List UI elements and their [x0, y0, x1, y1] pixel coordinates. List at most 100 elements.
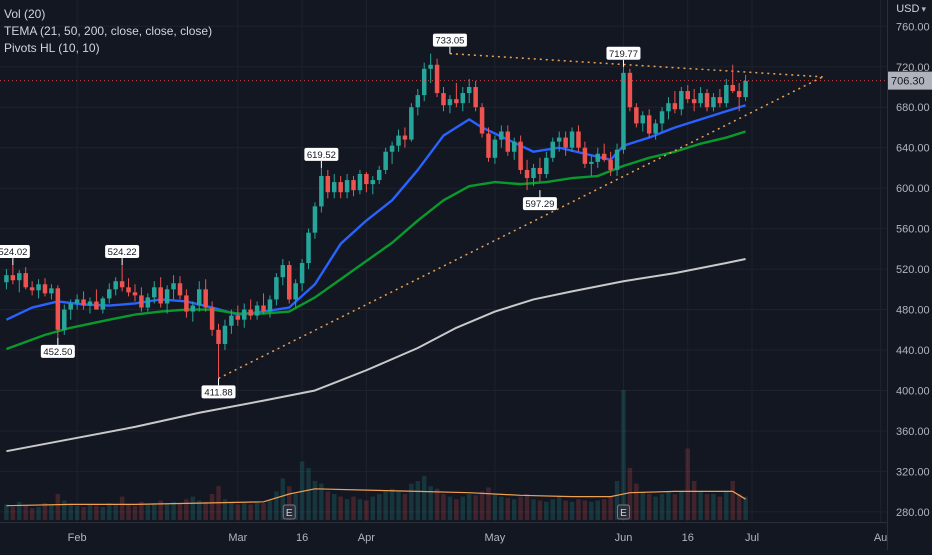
candle-body: [152, 287, 157, 298]
volume-bar: [306, 468, 311, 520]
candle-body: [505, 131, 511, 152]
volume-bar: [267, 500, 273, 520]
candle: [428, 53, 433, 83]
volume-bar: [402, 494, 408, 520]
y-tick-label: 760.00: [896, 21, 930, 33]
x-tick-label: Feb: [68, 532, 87, 544]
volume-bar: [627, 468, 633, 520]
y-tick-label: 560.00: [896, 224, 930, 236]
candle-body: [94, 301, 99, 310]
candle: [126, 278, 131, 297]
candle-body: [724, 84, 729, 104]
earnings-marker-label: E: [286, 508, 293, 519]
pivot-label-text: 619.52: [307, 150, 336, 161]
candle: [389, 141, 395, 164]
volume-bar: [556, 496, 562, 520]
earnings-marker: E: [616, 504, 630, 520]
candle-body: [10, 275, 16, 281]
candle-body: [171, 283, 176, 290]
y-tick-label: 720.00: [896, 62, 930, 74]
pivot-label: 597.29: [522, 190, 557, 211]
volume-bar: [177, 503, 183, 520]
legend-pivots[interactable]: Pivots HL (10, 10): [4, 41, 100, 55]
legend-tema[interactable]: TEMA (21, 50, 200, close, close, close): [4, 24, 213, 38]
candle-body: [203, 289, 208, 308]
volume-bar: [23, 505, 28, 520]
candle-body: [736, 91, 742, 98]
candle-body: [685, 91, 690, 100]
candle-body: [113, 281, 118, 290]
volume-bar: [704, 494, 710, 520]
candle-body: [293, 283, 298, 300]
candle-body: [177, 283, 183, 296]
volume-bar: [434, 488, 440, 520]
candle: [544, 151, 549, 179]
volume-bar: [582, 500, 588, 520]
candle: [312, 202, 318, 239]
candle-body: [646, 115, 652, 134]
last-price-label: 706.30: [891, 76, 925, 88]
candle: [492, 135, 498, 164]
candle-body: [119, 281, 125, 288]
candle: [36, 279, 41, 299]
y-tick-label: 440.00: [896, 345, 930, 357]
candle-body: [338, 182, 343, 193]
candle-body: [23, 273, 28, 288]
candle-body: [479, 107, 485, 134]
candle-body: [653, 123, 658, 134]
volume-bar: [319, 483, 324, 520]
volume-bar: [563, 500, 568, 520]
volume-bar: [100, 507, 106, 520]
trendline-lower: [218, 76, 824, 380]
candle-body: [209, 307, 215, 330]
candle-body: [601, 153, 607, 160]
candle: [634, 103, 639, 128]
candle-body: [428, 64, 433, 69]
candle-body: [216, 329, 221, 344]
volume-bar: [544, 501, 549, 520]
candle-body: [409, 107, 414, 140]
volume-bar: [743, 496, 748, 520]
candle: [537, 157, 543, 183]
candle: [100, 296, 106, 314]
pivot-label: 524.22: [105, 245, 140, 266]
candle: [550, 137, 556, 162]
pivot-label-text: 719.77: [609, 49, 638, 60]
candle: [190, 301, 196, 322]
candle: [42, 278, 48, 297]
candle: [152, 281, 157, 304]
candle-body: [511, 141, 517, 152]
candle: [139, 287, 144, 312]
candle: [511, 137, 517, 160]
volume-bar: [640, 491, 646, 520]
pivot-label-box: [105, 245, 140, 259]
pivot-label-box: [201, 385, 236, 399]
candle: [319, 167, 324, 213]
y-tick-label: 320.00: [896, 466, 930, 478]
candle-body: [286, 265, 292, 300]
candle: [556, 131, 562, 152]
currency-selector[interactable]: USD ▾: [896, 3, 926, 15]
candle: [74, 294, 80, 310]
candle: [743, 74, 748, 102]
y-tick-label: 400.00: [896, 385, 930, 397]
volume-bar: [364, 500, 369, 520]
candle: [81, 291, 86, 310]
volume-bar: [698, 491, 703, 520]
volume-bar: [357, 499, 363, 520]
earnings-marker: E: [282, 504, 296, 520]
earnings-marker-box: [282, 504, 296, 520]
volume-bar: [10, 507, 16, 520]
volume-ma-line: [6, 488, 746, 507]
candle-body: [383, 151, 388, 170]
volume-bar: [325, 491, 331, 520]
candle-body: [87, 301, 93, 306]
candle: [396, 129, 401, 152]
candle: [184, 289, 189, 318]
volume-bar: [383, 491, 388, 520]
candle: [499, 125, 504, 148]
legend-volume[interactable]: Vol (20): [4, 7, 46, 21]
volume-bar: [550, 499, 556, 520]
